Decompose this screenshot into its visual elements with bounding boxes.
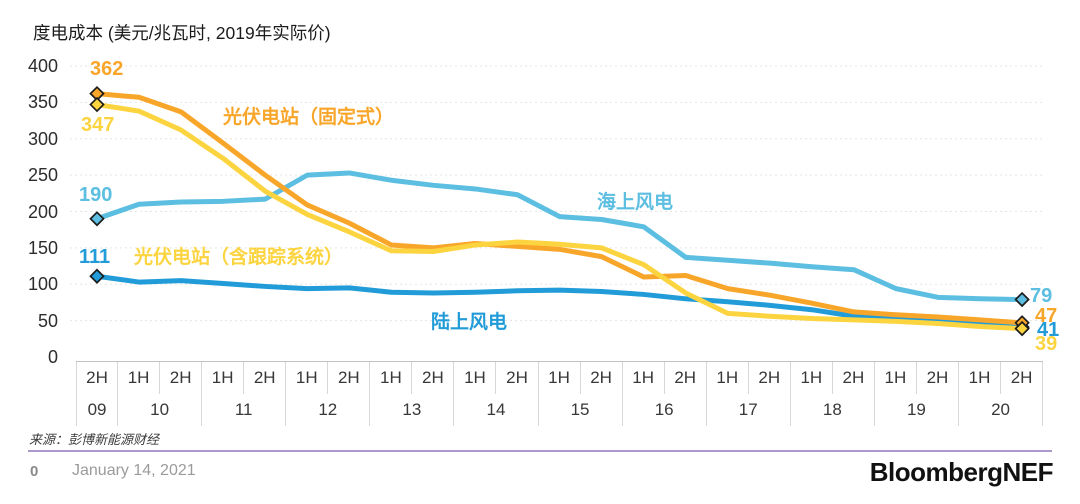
x-axis-half-label: 1H <box>118 362 161 394</box>
y-axis-tick-label: 200 <box>27 201 58 222</box>
series-line-onshore-wind <box>94 273 1025 330</box>
x-axis-year-label: 10 <box>118 394 203 426</box>
x-axis-half-label: 2H <box>665 362 707 394</box>
y-axis-tick-label: 50 <box>37 310 58 331</box>
x-axis-year-label: 20 <box>959 394 1044 426</box>
x-axis-half-label: 2H <box>917 362 959 394</box>
x-axis-half-label: 1H <box>454 362 497 394</box>
y-axis-tick-label: 300 <box>27 128 58 149</box>
y-axis-tick-label: 400 <box>27 56 58 76</box>
x-axis-half-row: 2H 1H 2H 1H 2H 1H 2H 1H 2H 1H 2H 1H 2H 1H 2H 1H 2H 1H 2H 1H… <box>76 362 1044 394</box>
x-axis-half-label: 1H <box>286 362 329 394</box>
y-axis-tick-label: 0 <box>47 347 58 367</box>
x-axis-year-label: 17 <box>707 394 791 426</box>
x-axis-half-label: 1H <box>791 362 833 394</box>
x-axis-half-label: 2H <box>581 362 623 394</box>
footer-date: January 14, 2021 <box>72 462 196 479</box>
series-marker-pv-tracking-start <box>89 96 105 113</box>
series-line-offshore-wind <box>94 170 1025 303</box>
x-axis-half-label: 2H <box>244 362 287 394</box>
y-axis-tick-label: 150 <box>27 237 58 258</box>
series-marker-offshore-wind-end <box>1014 291 1030 308</box>
start-value-offshore-wind: 190 <box>79 184 113 206</box>
series-line-pv-tracking <box>94 102 1025 332</box>
x-axis-half-label: 1H <box>707 362 749 394</box>
series-label-offshore-wind: 海上风电 <box>597 192 674 213</box>
x-axis-half-label: 1H <box>202 362 245 394</box>
x-axis-year-row: 09 10 11 12 13 14 15 16 17 18 19 20 <box>76 394 1044 426</box>
brand-logo: BloombergNEF <box>869 457 1054 487</box>
x-axis-half-label: 2H <box>412 362 455 394</box>
y-axis-tick-label: 100 <box>27 274 58 295</box>
chart-plot-area <box>70 65 1045 337</box>
end-value-onshore-wind: 41 <box>1037 319 1060 341</box>
series-marker-pv-fixed-start <box>89 85 105 102</box>
page-number: 0 <box>30 463 39 480</box>
series-marker-onshore-wind-start <box>89 268 105 284</box>
x-axis-half-label: 1H <box>875 362 917 394</box>
y-axis-tick-label: 250 <box>27 165 58 186</box>
y-axis-tick-label: 350 <box>27 92 58 113</box>
x-axis-half-label: 2H <box>76 362 119 394</box>
x-axis-year-label: 15 <box>539 394 623 426</box>
x-axis-year-label: 09 <box>76 394 119 426</box>
series-label-pv-tracking: 光伏电站（含跟踪系统） <box>134 247 344 268</box>
end-value-pv-tracking: 39 <box>1035 333 1058 355</box>
series-line-pv-fixed <box>94 91 1025 326</box>
end-value-offshore-wind: 79 <box>1030 285 1053 307</box>
x-axis-half-label: 1H <box>959 362 1002 394</box>
x-axis-year-label: 12 <box>286 394 371 426</box>
chart-title: 度电成本 (美元/兆瓦时, 2019年实际价) <box>33 23 331 43</box>
start-value-onshore-wind: 111 <box>79 246 111 268</box>
footer-divider <box>28 450 1052 452</box>
x-axis-half-label: 1H <box>370 362 413 394</box>
x-axis-half-label: 2H <box>1001 362 1044 394</box>
x-axis-half-label: 2H <box>160 362 203 394</box>
x-axis-half-label: 1H <box>623 362 665 394</box>
x-axis-half-label: 2H <box>328 362 371 394</box>
x-axis-year-label: 14 <box>454 394 539 426</box>
x-axis-year-label: 19 <box>875 394 959 426</box>
series-label-onshore-wind: 陆上风电 <box>431 312 508 333</box>
start-value-pv-fixed: 362 <box>90 58 124 80</box>
x-axis-half-label: 1H <box>539 362 581 394</box>
series-marker-offshore-wind-start <box>89 211 105 227</box>
end-value-pv-fixed: 47 <box>1035 305 1058 327</box>
x-axis-half-label: 2H <box>496 362 539 394</box>
x-axis-year-label: 13 <box>370 394 455 426</box>
x-axis: 2H 1H 2H 1H 2H 1H 2H 1H 2H 1H 2H 1H 2H 1H 2H 1H 2H 1H 2H 1H… <box>76 361 1044 426</box>
x-axis-year-label: 18 <box>791 394 875 426</box>
x-axis-half-label: 2H <box>833 362 875 394</box>
start-value-pv-tracking: 347 <box>81 114 115 136</box>
x-axis-year-label: 11 <box>202 394 287 426</box>
series-marker-pv-tracking-end <box>1014 320 1030 337</box>
x-axis-half-label: 2H <box>749 362 791 394</box>
source-note: 来源：彭博新能源财经 <box>29 432 160 447</box>
series-label-pv-fixed: 光伏电站（固定式） <box>223 107 395 128</box>
x-axis-year-label: 16 <box>623 394 707 426</box>
